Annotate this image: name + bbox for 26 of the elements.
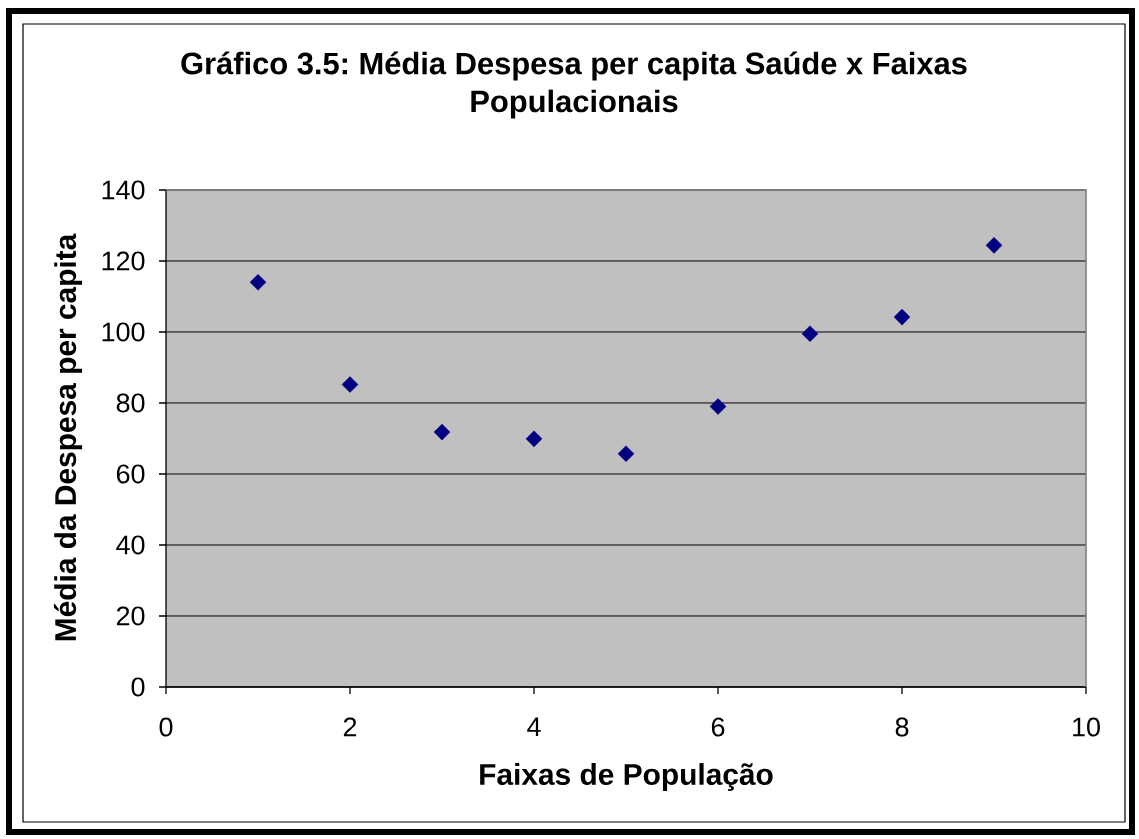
point: [433, 423, 451, 441]
x-tick-label: 6: [711, 717, 725, 737]
chart-title: Gráfico 3.5: Média Despesa per capita Saúde x Faixas Populacionais: [181, 51, 967, 119]
y-tick-label: 0: [131, 677, 145, 697]
y-tick-label: 40: [116, 535, 145, 555]
point: [617, 445, 635, 463]
y-axis-title: Média da Despesa per capita: [53, 233, 83, 641]
y-tick-label: 100: [102, 322, 145, 342]
x-tick-label: 10: [1073, 717, 1100, 737]
point: [249, 274, 267, 291]
point: [341, 376, 359, 393]
y-tick-label: 120: [102, 251, 145, 271]
y-tick-label: 140: [102, 180, 145, 200]
y-tick-label: 60: [116, 464, 145, 484]
y-tick-label: 20: [116, 606, 145, 626]
x-tick-label: 4: [527, 717, 541, 737]
point: [525, 430, 543, 448]
point: [801, 325, 819, 343]
point: [709, 398, 727, 415]
y-tick-label: 80: [116, 393, 145, 413]
x-tick-label: 0: [159, 717, 173, 737]
x-tick-label: 8: [895, 717, 909, 737]
x-axis-title: Faixas de População: [480, 763, 773, 791]
point: [985, 237, 1003, 254]
x-tick-label: 2: [343, 717, 357, 737]
point: [893, 308, 911, 326]
